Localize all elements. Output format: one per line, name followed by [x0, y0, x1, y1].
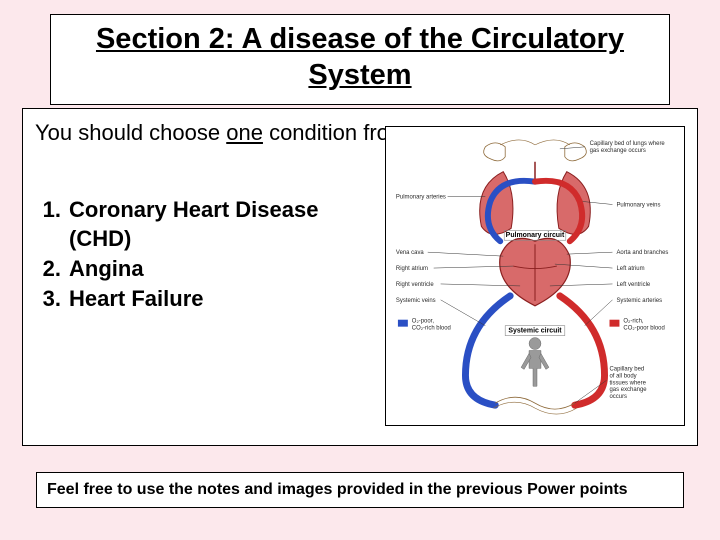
body-capillaries	[493, 397, 576, 414]
intro-prefix: You should choose	[35, 120, 226, 145]
legend-red-swatch	[610, 320, 620, 327]
body-icon	[521, 338, 549, 387]
systemic-vein	[465, 296, 510, 405]
label-left-ventricle: Left ventricle	[616, 282, 650, 288]
page-title: Section 2: A disease of the Circulatory …	[61, 21, 659, 94]
content-box: You should choose one condition from- 1.…	[22, 108, 698, 446]
label-right-atrium: Right atrium	[396, 266, 428, 272]
pulm-circuit-label: Pulmonary circuit	[506, 232, 565, 239]
footer-note: Feel free to use the notes and images pr…	[36, 472, 684, 508]
list-number: 2.	[35, 254, 69, 284]
lungs-icon	[480, 162, 591, 235]
list-number: 3.	[35, 284, 69, 314]
label-aorta: Aorta and branches	[616, 250, 668, 256]
sys-circuit-label: Systemic circuit	[508, 328, 562, 335]
label-vena-cava: Vena cava	[396, 250, 424, 256]
label-pulm-arteries: Pulmonary arteries	[396, 195, 446, 201]
title-box: Section 2: A disease of the Circulatory …	[50, 14, 670, 105]
label-cap-bottom: Capillary bed of all body tissues where …	[610, 366, 649, 400]
systemic-artery	[560, 296, 605, 405]
diagram-svg: Pulmonary circuit Systemic circuit Pulmo…	[386, 127, 684, 425]
label-systemic-veins: Systemic veins	[396, 298, 436, 304]
label-pulm-veins: Pulmonary veins	[616, 202, 660, 208]
label-right-ventricle: Right ventricle	[396, 282, 434, 288]
circulatory-diagram: Pulmonary circuit Systemic circuit Pulmo…	[385, 126, 685, 426]
label-left-atrium: Left atrium	[616, 266, 644, 272]
lung-capillaries	[484, 140, 587, 161]
list-number: 1.	[35, 195, 69, 254]
legend-oxpoor: O₂-poor, CO₂-rich blood	[412, 319, 451, 332]
label-cap-top: Capillary bed of lungs where gas exchang…	[590, 141, 667, 154]
intro-one: one	[226, 120, 263, 145]
label-systemic-arteries: Systemic arteries	[616, 298, 662, 304]
legend-blue-swatch	[398, 320, 408, 327]
legend-oxrich: O₂-rich, CO₂-poor blood	[623, 319, 664, 332]
